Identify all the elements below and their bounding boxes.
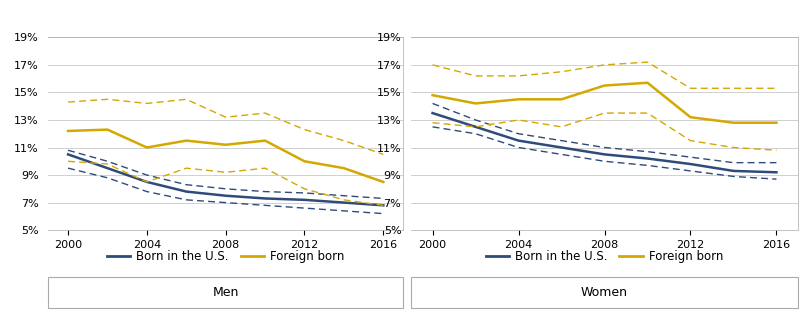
Legend: Born in the U.S., Foreign born: Born in the U.S., Foreign born bbox=[481, 245, 728, 268]
Text: Women: Women bbox=[581, 286, 628, 299]
FancyBboxPatch shape bbox=[411, 277, 798, 308]
Legend: Born in the U.S., Foreign born: Born in the U.S., Foreign born bbox=[102, 245, 349, 268]
FancyBboxPatch shape bbox=[48, 277, 403, 308]
Text: Men: Men bbox=[213, 286, 239, 299]
